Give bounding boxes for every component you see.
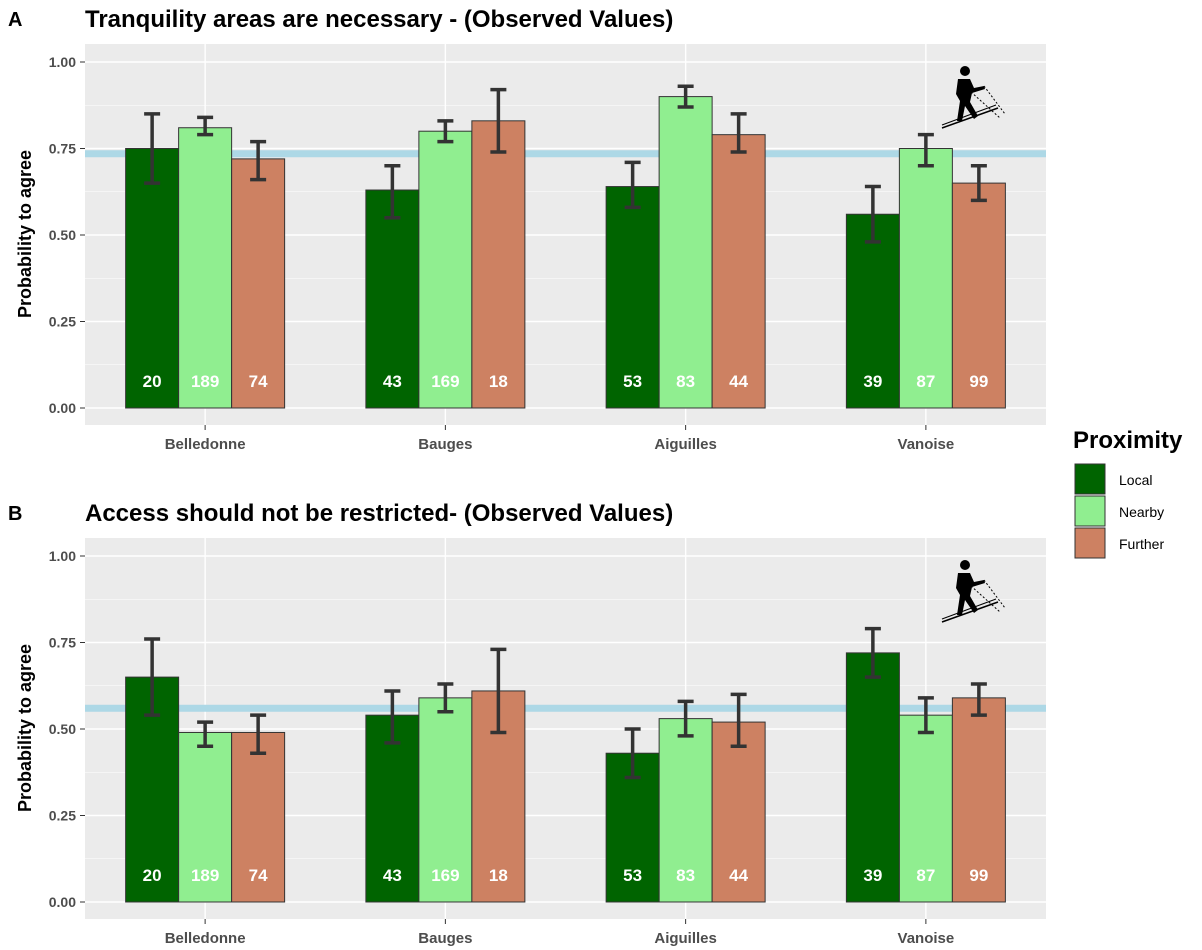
- y-tick-label: 0.75: [49, 141, 76, 157]
- count-label: 169: [431, 372, 459, 391]
- x-tick-label: Bauges: [418, 930, 472, 947]
- panel-a-y-label: Probability to agree: [15, 150, 35, 318]
- count-label: 83: [676, 866, 695, 885]
- bar-local-belledonne: [125, 148, 180, 409]
- count-label: 169: [431, 866, 459, 885]
- count-label: 87: [916, 866, 935, 885]
- x-tick-label: Vanoise: [898, 436, 955, 453]
- count-label: 20: [143, 866, 162, 885]
- bar-further-belledonne: [231, 731, 286, 903]
- y-tick-label: 0.00: [49, 400, 76, 416]
- panel-a-bars: [125, 96, 1006, 409]
- panel-a-y-axis: 0.00 0.25 0.50 0.75 1.00: [49, 54, 85, 416]
- bar-further-vanoise: [951, 182, 1006, 409]
- panel-b-title: Access should not be restricted- (Observ…: [85, 500, 673, 527]
- legend-label-further: Further: [1119, 536, 1164, 552]
- count-label: 18: [489, 866, 508, 885]
- y-tick-label: 0.25: [49, 808, 76, 824]
- bar-further-bauges: [471, 120, 526, 409]
- count-label: 74: [249, 372, 268, 391]
- count-label: 99: [969, 866, 988, 885]
- count-label: 74: [249, 866, 268, 885]
- y-tick-label: 1.00: [49, 54, 76, 70]
- bar-nearby-bauges: [418, 130, 473, 409]
- panel-b-tag: B: [8, 503, 22, 525]
- x-tick-label: Belledonne: [165, 930, 246, 947]
- legend-label-nearby: Nearby: [1119, 504, 1164, 520]
- count-label: 189: [191, 866, 219, 885]
- y-tick-label: 0.50: [49, 721, 76, 737]
- y-tick-label: 1.00: [49, 548, 76, 564]
- panel-b-count-labels: 20 43 53 39 189 169 83 87 74 18 44 99: [143, 866, 989, 885]
- legend-item-further: Further: [1074, 527, 1164, 559]
- count-label: 20: [143, 372, 162, 391]
- x-tick-label: Belledonne: [165, 436, 246, 453]
- legend-title: Proximity: [1073, 427, 1183, 454]
- bar-nearby-vanoise: [898, 148, 953, 409]
- legend-item-local: Local: [1074, 463, 1152, 495]
- bar-local-aiguilles: [605, 186, 660, 409]
- panel-b-error-bars: [144, 626, 987, 780]
- panel-a: A Tranquility areas are necessary - (Obs…: [8, 6, 1046, 453]
- bar-further-aiguilles: [711, 134, 766, 409]
- count-label: 43: [383, 866, 402, 885]
- bar-local-bauges: [365, 189, 420, 409]
- bar-nearby-vanoise: [898, 714, 953, 903]
- legend-item-nearby: Nearby: [1074, 495, 1164, 527]
- legend: Proximity Local Nearby Further: [1073, 427, 1183, 559]
- panel-a-count-labels: 20 43 53 39 189 169 83 87 74 18 44 99: [143, 372, 989, 391]
- count-label: 43: [383, 372, 402, 391]
- legend-swatch-further: [1074, 527, 1106, 559]
- bar-further-vanoise: [951, 697, 1006, 903]
- legend-swatch-local: [1074, 463, 1106, 495]
- count-label: 53: [623, 866, 642, 885]
- count-label: 87: [916, 372, 935, 391]
- count-label: 189: [191, 372, 219, 391]
- panel-b-x-axis: Belledonne Bauges Aiguilles Vanoise: [165, 919, 955, 947]
- panel-b-y-axis: 0.00 0.25 0.50 0.75 1.00: [49, 548, 85, 910]
- count-label: 39: [863, 372, 882, 391]
- legend-swatch-nearby: [1074, 495, 1106, 527]
- y-tick-label: 0.25: [49, 314, 76, 330]
- bar-local-vanoise: [845, 652, 900, 903]
- count-label: 44: [729, 372, 748, 391]
- panel-a-error-bars: [144, 84, 987, 244]
- panel-b-bars: [125, 652, 1006, 903]
- bar-nearby-belledonne: [178, 127, 233, 409]
- bar-further-aiguilles: [711, 721, 766, 903]
- count-label: 18: [489, 372, 508, 391]
- count-label: 44: [729, 866, 748, 885]
- panel-b-y-label: Probability to agree: [15, 644, 35, 812]
- skier-icon: [941, 66, 1006, 129]
- panel-a-tag: A: [8, 9, 22, 31]
- y-tick-label: 0.00: [49, 894, 76, 910]
- skier-icon: [941, 560, 1006, 623]
- count-label: 39: [863, 866, 882, 885]
- bar-further-belledonne: [231, 158, 286, 409]
- count-label: 99: [969, 372, 988, 391]
- bar-local-bauges: [365, 714, 420, 903]
- panel-b: B Access should not be restricted- (Obse…: [8, 500, 1046, 947]
- panel-a-x-axis: Belledonne Bauges Aiguilles Vanoise: [165, 425, 955, 453]
- legend-label-local: Local: [1119, 472, 1152, 488]
- bar-nearby-aiguilles: [658, 96, 713, 409]
- x-tick-label: Aiguilles: [654, 436, 717, 453]
- y-tick-label: 0.50: [49, 227, 76, 243]
- x-tick-label: Aiguilles: [654, 930, 717, 947]
- x-tick-label: Bauges: [418, 436, 472, 453]
- count-label: 53: [623, 372, 642, 391]
- x-tick-label: Vanoise: [898, 930, 955, 947]
- panel-a-title: Tranquility areas are necessary - (Obser…: [85, 6, 673, 33]
- count-label: 83: [676, 372, 695, 391]
- y-tick-label: 0.75: [49, 635, 76, 651]
